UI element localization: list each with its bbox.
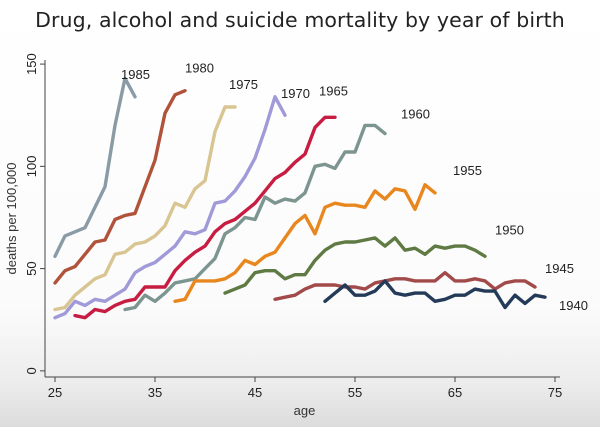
- x-tick-label: 55: [348, 385, 362, 400]
- series-line-1945: [273, 271, 537, 301]
- x-tick-label: 45: [248, 385, 262, 400]
- series-label-1985: 1985: [121, 67, 150, 82]
- axes-group: 25 35 45 55 65 75 0 50 100 150 age deaths per 100,0…: [4, 53, 562, 418]
- x-axis-title: age: [294, 403, 316, 418]
- series-line-1975: [53, 105, 237, 312]
- series-line-1985: [53, 76, 137, 258]
- y-tick-label: 150: [24, 53, 39, 75]
- series-label-1975: 1975: [229, 77, 258, 92]
- series-label-1945: 1945: [545, 261, 574, 276]
- series-label-1955: 1955: [453, 163, 482, 178]
- series-line-1955: [173, 183, 437, 303]
- series-line-1980: [53, 88, 187, 285]
- series-labels-group: 1985 1980 1975 1970 1965 1960 1955 1950 1945 1940: [121, 61, 588, 314]
- series-label-1940: 1940: [559, 298, 588, 313]
- series-label-1970: 1970: [281, 86, 310, 101]
- series-line-1950: [223, 236, 487, 295]
- x-tick-label: 75: [548, 385, 562, 400]
- chart-title: Drug, alcohol and suicide mortality by y…: [35, 8, 565, 32]
- y-tick-label: 100: [24, 155, 39, 177]
- series-label-1960: 1960: [401, 107, 430, 122]
- series-label-1980: 1980: [185, 61, 214, 76]
- series-label-1950: 1950: [495, 222, 524, 237]
- series-line-1960: [123, 123, 387, 312]
- x-tick-label: 35: [148, 385, 162, 400]
- series-line-1940: [323, 279, 547, 310]
- y-tick-label: 0: [24, 367, 39, 374]
- y-tick-label: 50: [24, 261, 39, 275]
- y-axis-title: deaths per 100,000: [4, 162, 19, 274]
- x-tick-label: 25: [48, 385, 62, 400]
- series-line-1965: [73, 115, 337, 320]
- series-line-1970: [53, 95, 287, 320]
- x-tick-label: 65: [448, 385, 462, 400]
- series-label-1965: 1965: [319, 83, 348, 98]
- series-lines-group: [53, 76, 547, 320]
